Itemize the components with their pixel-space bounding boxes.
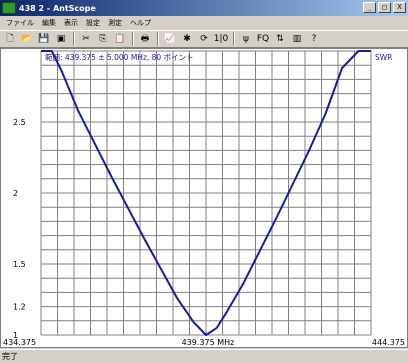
new-icon[interactable]: 🗋 xyxy=(6,33,14,44)
chart-icon[interactable]: 📈 xyxy=(164,33,176,44)
x-tick-label: 444.375 xyxy=(372,338,405,347)
menu-help[interactable]: ヘルプ xyxy=(130,19,151,27)
status-bar: 完了 xyxy=(0,349,408,363)
range-annotation: 範囲: 439.375 ± 5.000 MHz, 80 ポイント xyxy=(45,52,194,62)
print-icon[interactable]: 🖶 xyxy=(140,33,150,44)
menu-edit[interactable]: 編集 xyxy=(42,19,56,27)
menu-measure[interactable]: 測定 xyxy=(108,19,122,27)
save-icon[interactable]: 💾 xyxy=(38,33,50,44)
antenna-icon[interactable]: ψ xyxy=(243,33,249,44)
open-icon[interactable]: 📂 xyxy=(21,33,33,44)
help-icon[interactable]: ? xyxy=(311,33,317,44)
refresh-icon[interactable]: ⟳ xyxy=(200,33,208,44)
counter-icon[interactable]: 1|0 xyxy=(213,33,229,44)
y-tick-label: 1 xyxy=(13,331,18,340)
fq-icon[interactable]: FQ xyxy=(256,33,270,44)
y-tick-label: 2.5 xyxy=(13,118,26,127)
close-button[interactable]: X xyxy=(393,2,406,13)
y-tick-label: 1.2 xyxy=(13,303,26,312)
bars-icon[interactable]: ▥ xyxy=(292,33,302,44)
swr-chart: 1 1.2 1.5 2 2.5 434.375 439.375 MHz 444.375 範囲: … xyxy=(3,50,405,347)
export-icon[interactable]: ▣ xyxy=(56,33,66,44)
x-tick-label: 439.375 MHz xyxy=(182,338,235,347)
x-tick-label: 434.375 xyxy=(3,338,36,347)
toolbar-separator xyxy=(73,32,75,46)
toolbar-separator xyxy=(233,32,235,46)
y-tick-label: 1.5 xyxy=(13,260,26,269)
toolbar-separator xyxy=(157,32,159,46)
paste-icon[interactable]: 📋 xyxy=(114,33,126,44)
minimize-button[interactable]: _ xyxy=(363,2,376,13)
menu-settings[interactable]: 設定 xyxy=(86,19,100,27)
menu-view[interactable]: 表示 xyxy=(64,19,78,27)
plot-area: 1 1.2 1.5 2 2.5 434.375 439.375 MHz 444.375 範囲: … xyxy=(0,48,408,348)
scale-icon[interactable]: ⇅ xyxy=(276,33,284,44)
title-bar: 438 2 - AntScope _ □ X xyxy=(0,0,408,16)
cut-icon[interactable]: ✂ xyxy=(82,33,90,44)
y-tick-label: 2 xyxy=(13,189,18,198)
series-label: SWR xyxy=(375,53,392,62)
status-text: 完了 xyxy=(2,352,18,361)
app-icon xyxy=(2,2,16,14)
toolbar: 🗋 📂 💾 ▣ ✂ ⎘ 📋 🖶 📈 ✱ ⟳ 1|0 ψ FQ ⇅ ▥? xyxy=(0,30,408,48)
menu-bar: ファイル 編集 表示 設定 測定 ヘルプ xyxy=(0,16,408,30)
window-title: 438 2 - AntScope xyxy=(19,3,96,13)
toolbar-separator xyxy=(132,32,134,46)
settings-icon[interactable]: ✱ xyxy=(183,33,191,44)
swr-line xyxy=(41,50,371,336)
copy-icon[interactable]: ⎘ xyxy=(99,33,107,44)
maximize-button[interactable]: □ xyxy=(378,2,391,13)
menu-file[interactable]: ファイル xyxy=(6,19,34,27)
